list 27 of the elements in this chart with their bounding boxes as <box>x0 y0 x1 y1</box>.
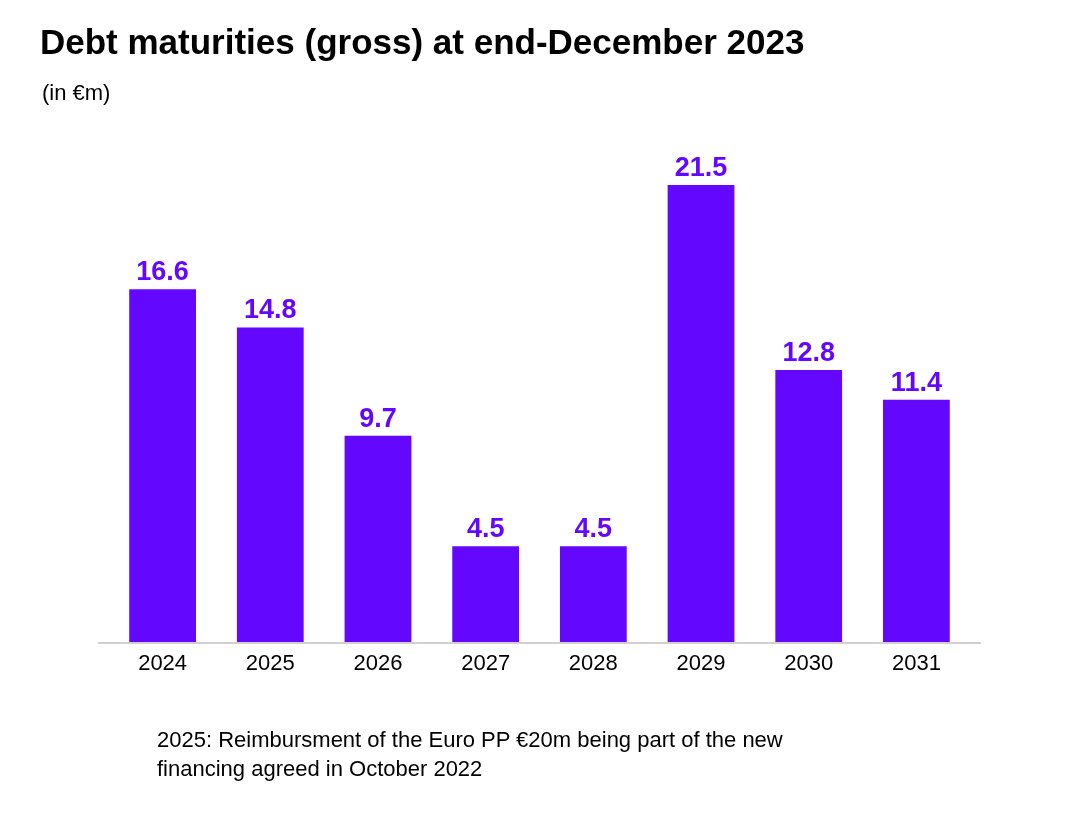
bar <box>344 435 412 642</box>
bar <box>129 289 196 642</box>
x-tick-label: 2028 <box>568 650 618 676</box>
x-tick-label: 2031 <box>891 650 941 676</box>
bar <box>236 327 304 642</box>
x-tick-label: 2024 <box>138 650 188 676</box>
data-label: 11.4 <box>890 366 942 397</box>
data-label: 4.5 <box>574 513 613 544</box>
x-tick-label: 2026 <box>353 650 403 676</box>
x-tick-label: 2025 <box>245 650 295 676</box>
x-tick-label: 2029 <box>676 650 726 676</box>
bar <box>452 546 520 642</box>
data-label: 12.8 <box>782 336 835 367</box>
x-tick-label: 2027 <box>461 650 511 676</box>
text: 2025: Reimbursment of the Euro PP €20m being part of the new financing agreed in October 2022 <box>157 727 783 781</box>
bar <box>667 185 735 642</box>
data-label: 9.7 <box>359 402 397 433</box>
data-label: 21.5 <box>674 152 728 183</box>
data-label: 14.8 <box>244 294 297 325</box>
chart-subtitle: (in €m) <box>42 80 111 105</box>
bar <box>559 546 627 642</box>
data-label: 4.5 <box>466 513 505 544</box>
bar <box>775 369 843 642</box>
x-tick-label: 2030 <box>784 650 834 676</box>
bar <box>883 399 950 642</box>
chart-title: Debt maturities (gross) at end-December 2023 <box>40 22 805 61</box>
data-label: 16.6 <box>136 256 189 287</box>
